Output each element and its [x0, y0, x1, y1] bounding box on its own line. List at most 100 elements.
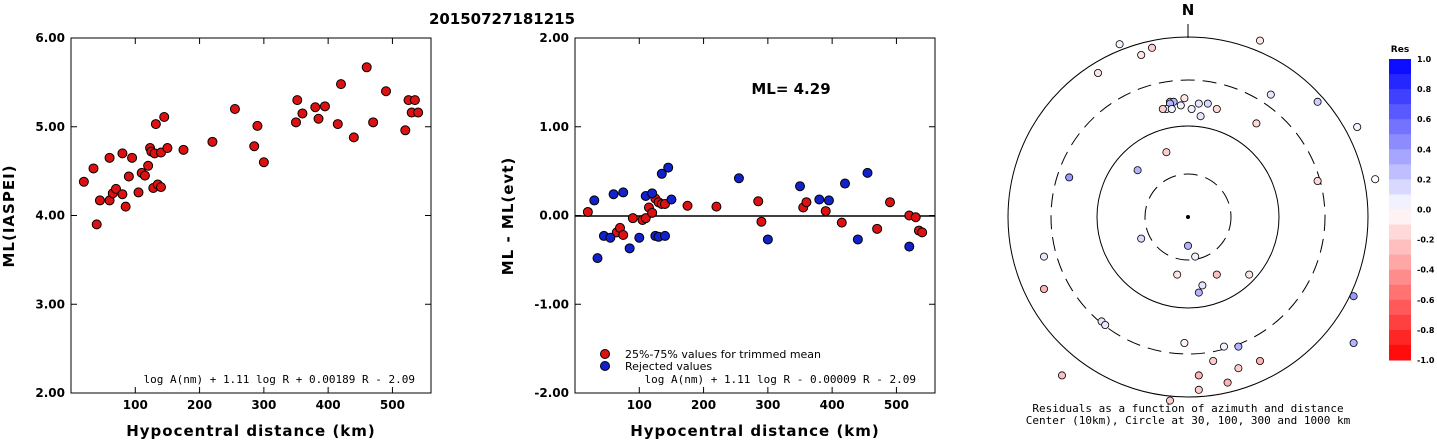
middle-ytick-label: -1.00 [534, 297, 569, 311]
middle-point [711, 201, 722, 212]
left-point [313, 113, 324, 124]
colorbar-tick-label: 0.8 [1417, 85, 1432, 94]
polar-station-point [1180, 94, 1189, 103]
left-point [336, 79, 346, 90]
middle-point [618, 187, 629, 198]
left-point [143, 160, 154, 171]
left-y-axis-label: ML(IASPEI) [0, 164, 18, 267]
polar-station-point [1212, 270, 1221, 279]
polar-station-point [1194, 99, 1203, 108]
colorbar-cell [1389, 254, 1411, 271]
middle-points [582, 162, 928, 264]
colorbar-cell [1389, 344, 1411, 361]
polar-points [1040, 36, 1409, 405]
polar-caption-line-1: Residuals as a function of azimuth and d… [1032, 402, 1343, 415]
middle-point [624, 243, 635, 254]
polar-station-point [1198, 281, 1207, 290]
middle-xtick-label: 100 [627, 398, 652, 412]
middle-point [814, 194, 825, 205]
ring-300km [1050, 79, 1326, 355]
left-point [88, 163, 99, 174]
legend-rejected-label: Rejected values [625, 360, 712, 373]
ml-value-label: ML= 4.29 [751, 80, 830, 98]
left-panel: 100 200 300 400 500 2.00 3.00 4.00 5.00 6.00 log… [0, 31, 432, 440]
middle-point [647, 207, 658, 218]
colorbar-cell [1389, 224, 1411, 241]
middle-ytick-label: 1.00 [539, 120, 569, 134]
left-point [94, 195, 105, 206]
polar-station-point [1194, 288, 1203, 297]
middle-point [836, 217, 847, 228]
left-ytick-label: 4.00 [35, 209, 65, 223]
left-point [291, 117, 301, 128]
residual-colorbar: Res 1.0 0.8 0.6 0.4 0.2 0.0 -0.2 -0.4 -0.6 -0.8 -1… [1389, 45, 1435, 365]
polar-station-point [1180, 338, 1189, 347]
middle-point [862, 167, 873, 178]
figure-title: 20150727181215 [429, 10, 575, 28]
colorbar-tick-label: -0.4 [1417, 266, 1435, 275]
colorbar-cell [1389, 269, 1411, 286]
polar-station-point [1313, 176, 1322, 185]
left-point [381, 86, 391, 97]
middle-point [647, 188, 658, 199]
polar-station-point [1313, 97, 1322, 106]
colorbar-cell [1389, 149, 1411, 165]
middle-xtick-label: 300 [755, 398, 780, 412]
polar-station-point [1148, 43, 1157, 52]
middle-point [666, 194, 677, 205]
left-x-axis-label: Hypocentral distance (km) [126, 422, 376, 440]
colorbar-cell [1389, 89, 1411, 105]
colorbar-cell [1389, 329, 1411, 346]
left-point [413, 107, 424, 118]
polar-station-point [1223, 378, 1232, 387]
polar-caption-line-2: Center (10km), Circle at 30, 100, 300 an… [1026, 414, 1351, 427]
colorbar-tick-label: 0.2 [1417, 175, 1431, 184]
center-dot [1186, 215, 1190, 219]
left-point [332, 119, 343, 130]
left-point [400, 125, 411, 136]
polar-station-point [1173, 270, 1182, 279]
colorbar-cell [1389, 209, 1411, 226]
colorbar-tick-label: -0.6 [1417, 296, 1435, 305]
middle-point [640, 213, 651, 224]
left-point [162, 143, 173, 154]
polar-station-point [1203, 99, 1212, 108]
colorbar-tick-label: 0.4 [1417, 145, 1432, 154]
colorbar-title: Res [1391, 45, 1409, 55]
polar-station-point [1058, 371, 1067, 380]
left-point [409, 95, 420, 106]
middle-xtick-label: 400 [820, 398, 845, 412]
left-xtick-label: 200 [187, 398, 212, 412]
middle-point [801, 197, 812, 208]
left-point [111, 183, 121, 194]
polar-station-point [1065, 173, 1074, 182]
left-point [156, 182, 166, 193]
polar-station-point [1371, 175, 1380, 184]
polar-station-point [1353, 123, 1362, 132]
middle-point [756, 216, 767, 227]
colorbar-cell [1389, 299, 1411, 316]
polar-station-point [1167, 105, 1176, 114]
left-point [319, 101, 330, 112]
middle-xtick-label: 200 [691, 398, 716, 412]
left-point [123, 171, 134, 182]
middle-point [795, 181, 805, 192]
left-point [127, 152, 138, 163]
middle-xtick-label: 500 [884, 398, 909, 412]
left-point [258, 157, 269, 168]
left-point [252, 120, 263, 131]
left-point [139, 170, 150, 181]
polar-station-point [1133, 166, 1142, 175]
middle-point [663, 162, 674, 173]
legend-trimmed-label: 25%-75% values for trimmed mean [625, 348, 821, 361]
polar-panel: N Residuals as a function of azimuth and… [1007, 1, 1409, 427]
middle-ytick-label: 0.00 [539, 209, 569, 223]
polar-station-point [1158, 105, 1167, 114]
middle-point [656, 168, 667, 179]
middle-ytick-label: -2.00 [534, 386, 569, 400]
middle-point [589, 195, 600, 206]
colorbar-cell [1389, 74, 1411, 90]
middle-point [753, 196, 764, 207]
left-point [207, 136, 218, 147]
